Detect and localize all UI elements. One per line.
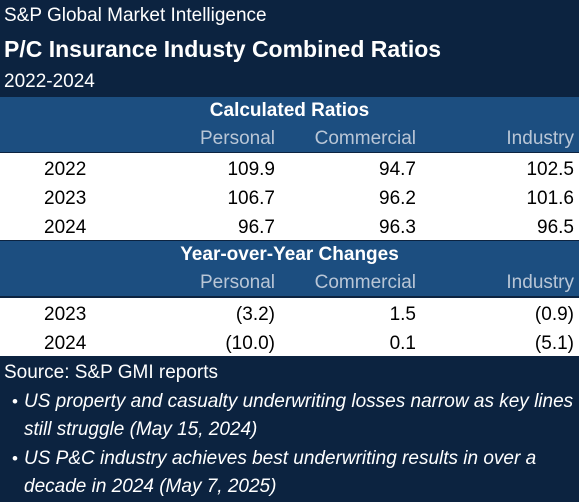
headline-link-line1[interactable]: US property and casualty underwriting lo… xyxy=(24,391,574,412)
column-header-row-ratios: Personal Commercial Industry xyxy=(0,125,579,152)
cell-personal: (3.2) xyxy=(235,304,275,325)
row-year: 2023 xyxy=(44,188,87,209)
cell-personal: 96.7 xyxy=(238,217,275,238)
headline-link-line1[interactable]: US P&C industry achieves best underwriti… xyxy=(24,448,537,469)
cell-industry: (0.9) xyxy=(534,304,574,325)
cell-industry: 101.6 xyxy=(526,188,574,209)
row-year: 2024 xyxy=(44,217,87,238)
column-header-commercial: Commercial xyxy=(314,128,416,149)
headline-link-line2[interactable]: decade in 2024 (May 7, 2025) xyxy=(24,476,277,497)
year-range: 2022-2024 xyxy=(4,71,95,92)
cell-industry: (5.1) xyxy=(534,333,574,354)
column-header-commercial: Commercial xyxy=(314,272,416,293)
table-row: 2022 109.9 94.7 102.5 xyxy=(0,155,579,184)
ratios-table: 2022 109.9 94.7 102.5 2023 106.7 96.2 10… xyxy=(0,153,579,240)
column-header-personal: Personal xyxy=(200,128,275,149)
row-year: 2024 xyxy=(44,333,87,354)
source-note: Source: S&P GMI reports xyxy=(4,362,219,383)
cell-commercial: 96.3 xyxy=(379,217,416,238)
column-header-industry: Industry xyxy=(506,128,574,149)
cell-industry: 102.5 xyxy=(526,159,574,180)
bullet-icon: • xyxy=(12,392,18,411)
bullet-icon: • xyxy=(12,449,18,468)
section-title-yoy-changes: Year-over-Year Changes xyxy=(0,241,579,269)
page-title: P/C Insurance Industy Combined Ratios xyxy=(4,36,442,62)
table-row: 2024 96.7 96.3 96.5 xyxy=(0,213,579,242)
cell-industry: 96.5 xyxy=(537,217,574,238)
cell-commercial: 96.2 xyxy=(379,188,416,209)
cell-personal: 109.9 xyxy=(227,159,275,180)
cell-commercial: 94.7 xyxy=(379,159,416,180)
cell-commercial: 1.5 xyxy=(389,304,416,325)
cell-personal: 106.7 xyxy=(227,188,275,209)
cell-commercial: 0.1 xyxy=(389,333,416,354)
source-organization: S&P Global Market Intelligence xyxy=(4,5,267,26)
column-header-row-yoy: Personal Commercial Industry xyxy=(0,269,579,296)
section-title-calculated-ratios: Calculated Ratios xyxy=(0,97,579,125)
column-header-personal: Personal xyxy=(200,272,275,293)
row-year: 2023 xyxy=(44,304,87,325)
yoy-table: 2023 (3.2) 1.5 (0.9) 2024 (10.0) 0.1 (5.… xyxy=(0,298,579,356)
cell-personal: (10.0) xyxy=(225,333,275,354)
table-row: 2023 106.7 96.2 101.6 xyxy=(0,184,579,213)
row-year: 2022 xyxy=(44,159,87,180)
table-row: 2023 (3.2) 1.5 (0.9) xyxy=(0,300,579,329)
column-header-industry: Industry xyxy=(506,272,574,293)
table-row: 2024 (10.0) 0.1 (5.1) xyxy=(0,329,579,358)
headline-link-line2[interactable]: still struggle (May 15, 2024) xyxy=(24,419,258,440)
